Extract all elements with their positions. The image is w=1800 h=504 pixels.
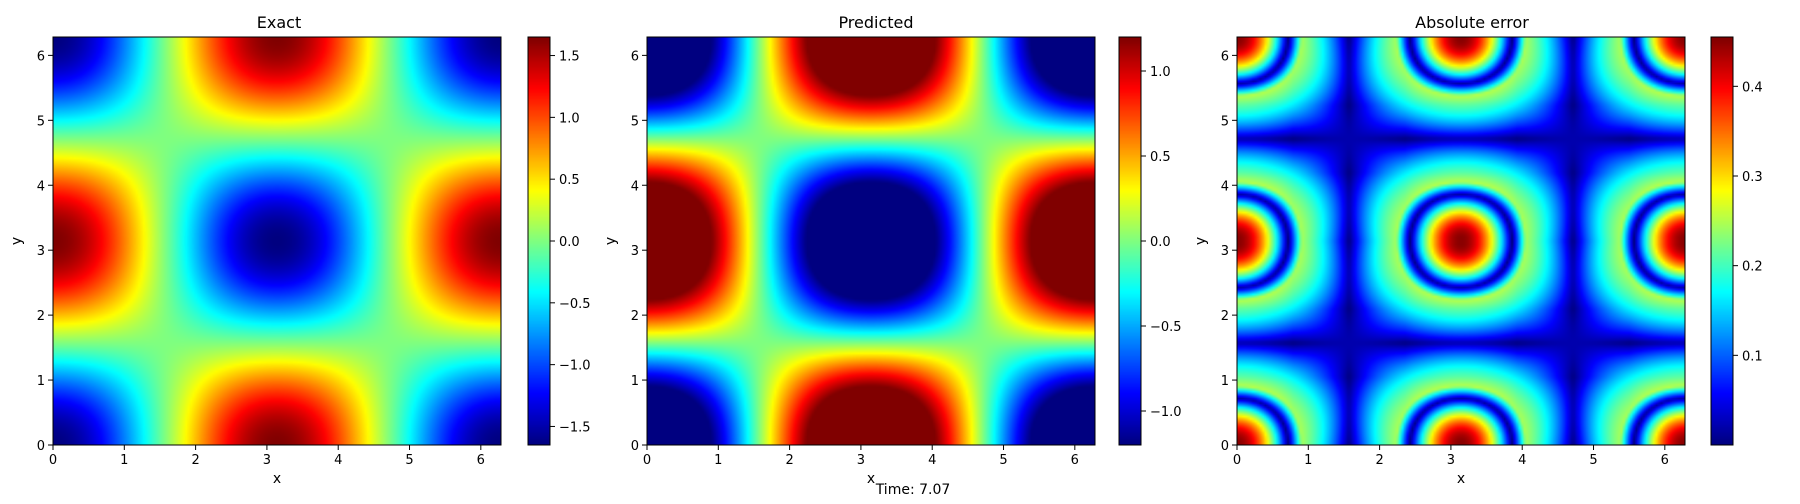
heatmap-predicted (647, 37, 1095, 445)
ytick-label-exact: 0 (37, 439, 45, 454)
panel-predicted: Predicted 0 1 2 3 4 5 6 0 1 2 3 4 5 6 x y −1.0 −0.5 0.0 0.5… (603, 13, 1182, 487)
ytick-label-exact: 4 (37, 179, 45, 194)
ylabel-error: y (1193, 237, 1209, 245)
colorbar-label-exact: 1.0 (559, 111, 580, 126)
ytick-label-error: 3 (1221, 244, 1229, 259)
xlabel-predicted: x (867, 471, 875, 487)
ytick-label-exact: 2 (37, 309, 45, 324)
colorbar-label-predicted: 1.0 (1150, 65, 1171, 80)
colorbar-label-error: 0.1 (1742, 349, 1763, 364)
colorbar-label-exact: −0.5 (559, 297, 591, 312)
ytick-label-exact: 3 (37, 244, 45, 259)
colorbar-label-exact: −1.0 (559, 359, 591, 374)
heatmap-error (1237, 37, 1685, 445)
colorbar-label-predicted: −0.5 (1150, 320, 1182, 335)
ylabel-exact: y (9, 237, 25, 245)
colorbar-exact (528, 37, 550, 445)
colorbar-label-error: 0.4 (1742, 80, 1763, 95)
panel-predicted-title: Predicted (838, 13, 913, 32)
ytick-label-predicted: 2 (631, 309, 639, 324)
panel-exact-title: Exact (257, 13, 301, 32)
colorbar-label-predicted: 0.5 (1150, 150, 1171, 165)
xlabel-error: x (1457, 471, 1465, 487)
colorbar-error (1711, 37, 1733, 445)
xtick-label-error: 4 (1518, 453, 1526, 468)
colorbar-label-error: 0.2 (1742, 260, 1763, 275)
xtick-label-predicted: 1 (714, 453, 722, 468)
axes-frame-predicted (646, 36, 1096, 446)
ytick-label-error: 0 (1221, 439, 1229, 454)
panel-absolute-error: Absolute error 0 1 2 3 4 5 6 0 1 2 3 4 5 6 x y 0.1 0.2 0.3… (1193, 13, 1763, 487)
ytick-label-predicted: 3 (631, 244, 639, 259)
xtick-label-exact: 4 (334, 453, 342, 468)
ytick-label-predicted: 6 (631, 49, 639, 64)
xtick-label-predicted: 6 (1071, 453, 1079, 468)
xtick-label-predicted: 0 (643, 453, 651, 468)
ytick-label-exact: 5 (37, 114, 45, 129)
ytick-label-error: 2 (1221, 309, 1229, 324)
ytick-label-predicted: 5 (631, 114, 639, 129)
axes-frame-exact (52, 36, 502, 446)
colorbar-label-exact: 1.5 (559, 50, 580, 65)
ytick-label-predicted: 0 (631, 439, 639, 454)
xtick-label-predicted: 2 (785, 453, 793, 468)
colorbar-label-predicted: 0.0 (1150, 235, 1171, 250)
ytick-label-error: 1 (1221, 374, 1229, 389)
ytick-label-predicted: 4 (631, 179, 639, 194)
xtick-label-predicted: 4 (928, 453, 936, 468)
colorbar-label-exact: −1.5 (559, 420, 591, 435)
xtick-label-exact: 1 (120, 453, 128, 468)
xtick-label-exact: 6 (477, 453, 485, 468)
xtick-label-exact: 5 (405, 453, 413, 468)
ylabel-predicted: y (603, 237, 619, 245)
xtick-label-exact: 2 (191, 453, 199, 468)
xtick-label-predicted: 5 (999, 453, 1007, 468)
panel-exact: Exact 0 1 2 3 4 5 6 0 1 2 3 4 5 6 x y −1.5 −1.0 −0.5 0.0 0.5… (9, 13, 591, 487)
xtick-label-predicted: 3 (857, 453, 865, 468)
xtick-label-error: 1 (1304, 453, 1312, 468)
ytick-label-exact: 1 (37, 374, 45, 389)
xtick-label-error: 3 (1447, 453, 1455, 468)
xtick-label-exact: 0 (49, 453, 57, 468)
xtick-label-error: 5 (1589, 453, 1597, 468)
colorbar-label-exact: 0.0 (559, 235, 580, 250)
ytick-label-error: 6 (1221, 49, 1229, 64)
ytick-label-error: 4 (1221, 179, 1229, 194)
colorbar-label-error: 0.3 (1742, 170, 1763, 185)
colorbar-predicted (1119, 37, 1141, 445)
panel-error-title: Absolute error (1415, 13, 1529, 32)
heatmap-exact (53, 37, 501, 445)
colorbar-label-predicted: −1.0 (1150, 405, 1182, 420)
xtick-label-error: 2 (1375, 453, 1383, 468)
xlabel-exact: x (273, 471, 281, 487)
axes-frame-error (1236, 36, 1686, 446)
xtick-label-exact: 3 (263, 453, 271, 468)
time-label: Time: 7.07 (875, 482, 951, 498)
colorbar-label-exact: 0.5 (559, 173, 580, 188)
xtick-label-error: 6 (1661, 453, 1669, 468)
ytick-label-exact: 6 (37, 49, 45, 64)
xtick-label-error: 0 (1233, 453, 1241, 468)
ytick-label-predicted: 1 (631, 374, 639, 389)
ytick-label-error: 5 (1221, 114, 1229, 129)
colorbar-frame-error (1710, 36, 1734, 446)
